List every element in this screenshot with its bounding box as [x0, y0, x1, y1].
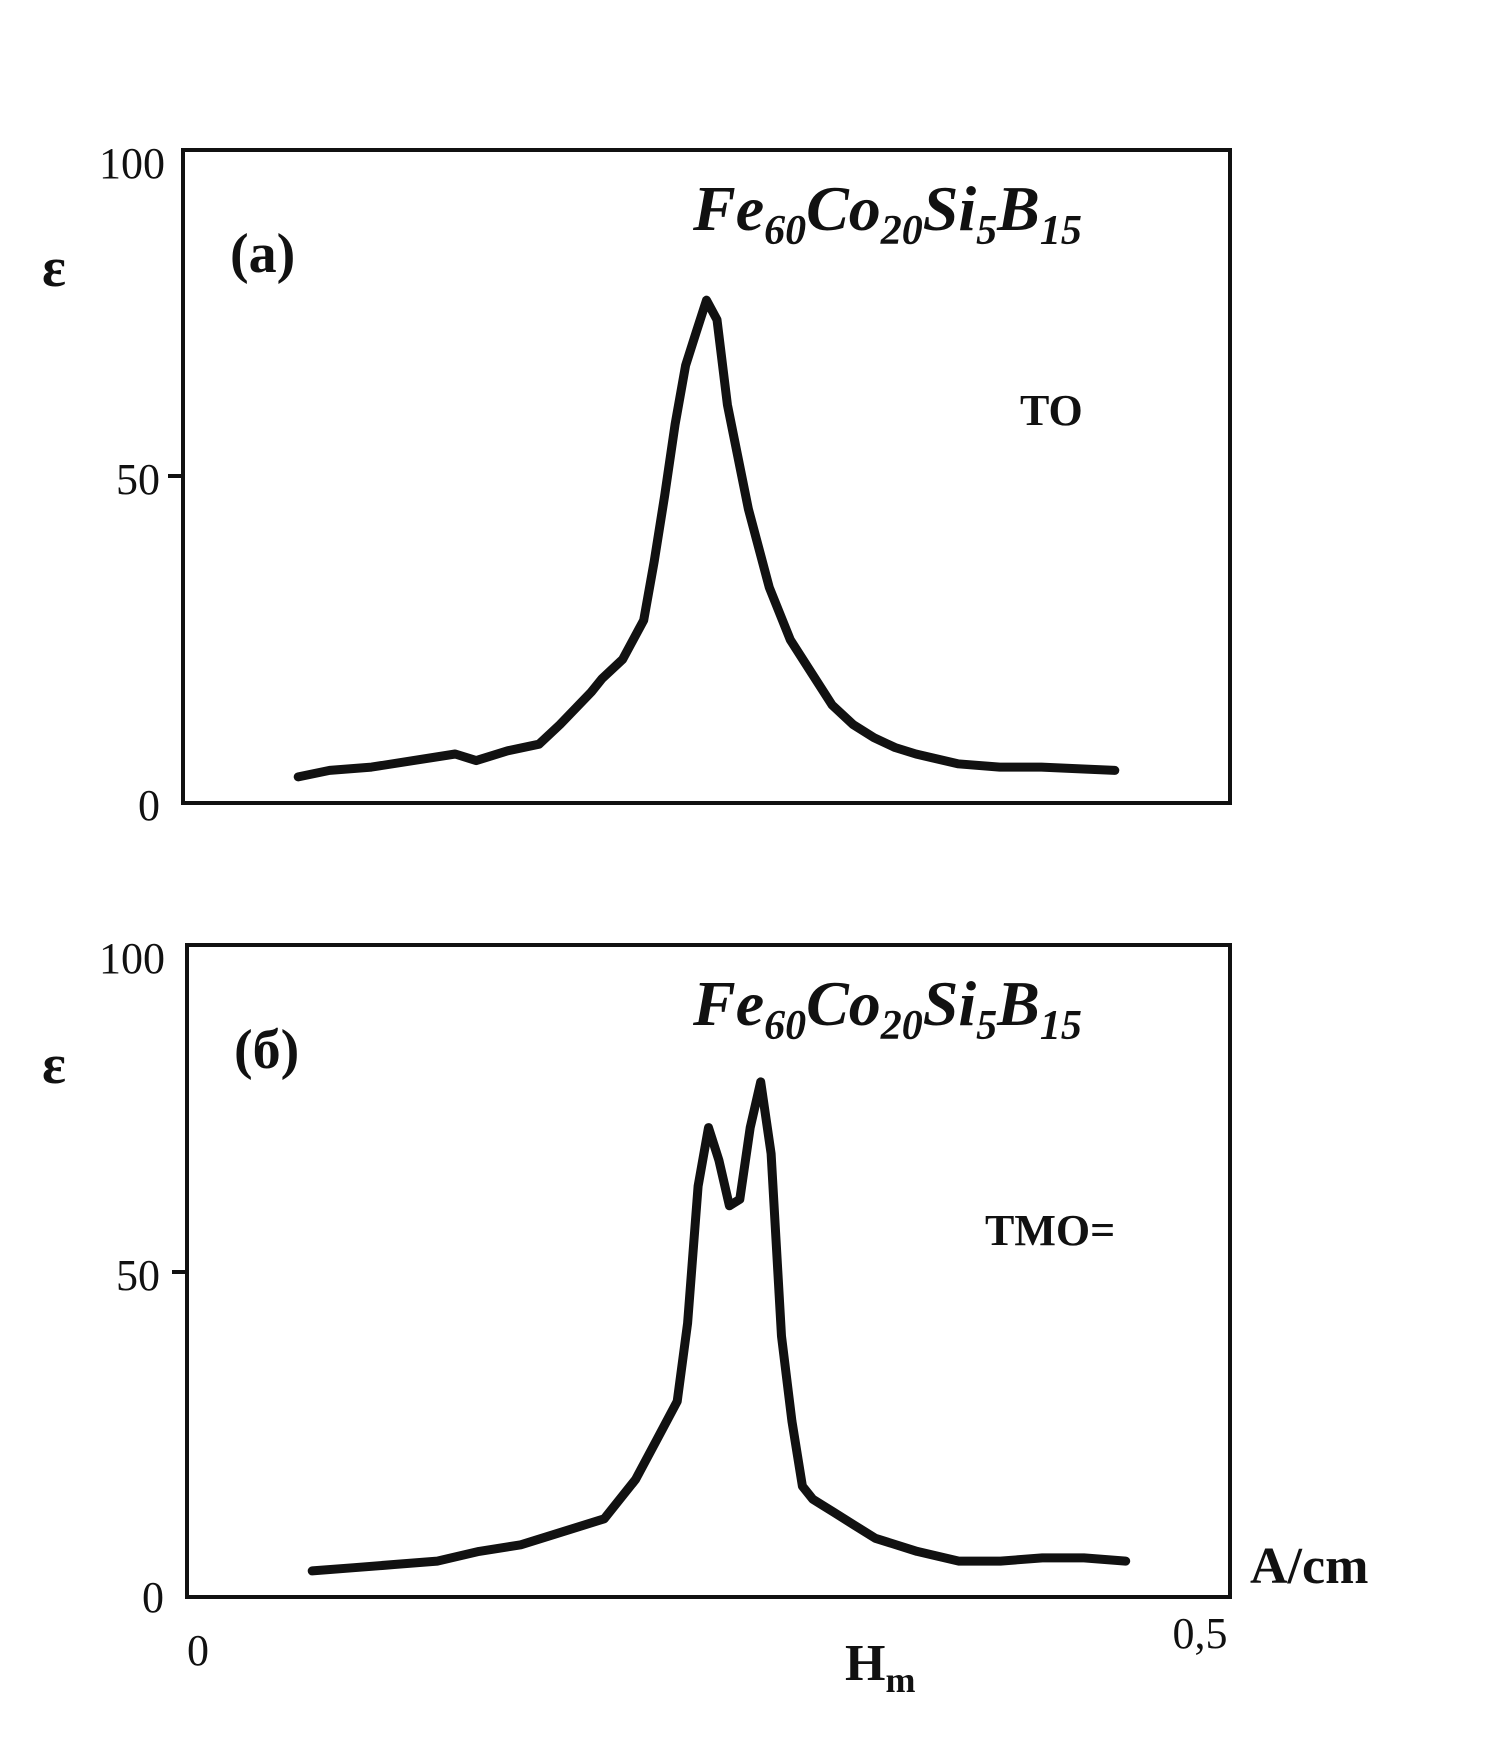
y-axis-label-b: ε — [42, 1034, 66, 1096]
y-tick-label-0-b: 0 — [142, 1573, 164, 1622]
y-tick-label-100-a: 100 — [99, 139, 165, 188]
x-tick-label-0: 0 — [187, 1626, 209, 1675]
panel-label-b: (б) — [234, 1019, 299, 1081]
condition-label-a: TO — [1020, 386, 1083, 435]
x-axis-label: Hm — [845, 1635, 915, 1700]
y-tick-label-0-a: 0 — [138, 781, 160, 830]
panel-label-a: (a) — [230, 223, 295, 285]
condition-label-b: TMO= — [985, 1206, 1115, 1255]
series-line-a — [293, 295, 1120, 782]
y-tick-label-50-a: 50 — [116, 455, 160, 504]
series-line-b — [307, 1077, 1131, 1576]
x-tick-label-0-5: 0,5 — [1173, 1609, 1228, 1658]
x-axis-units: A/cm — [1250, 1538, 1368, 1595]
panel-b: 100 50 0 ε (б) Fe60Co20Si5B15 TMO= 0 0,5… — [42, 934, 1368, 1700]
formula-a: Fe60Co20Si5B15 — [692, 173, 1082, 254]
formula-b: Fe60Co20Si5B15 — [692, 968, 1082, 1049]
y-tick-label-100-b: 100 — [99, 934, 165, 983]
panel-a: 100 50 0 ε (a) Fe60Co20Si5B15 TO — [42, 139, 1232, 830]
y-axis-label-a: ε — [42, 237, 66, 299]
y-tick-label-50-b: 50 — [116, 1251, 160, 1300]
